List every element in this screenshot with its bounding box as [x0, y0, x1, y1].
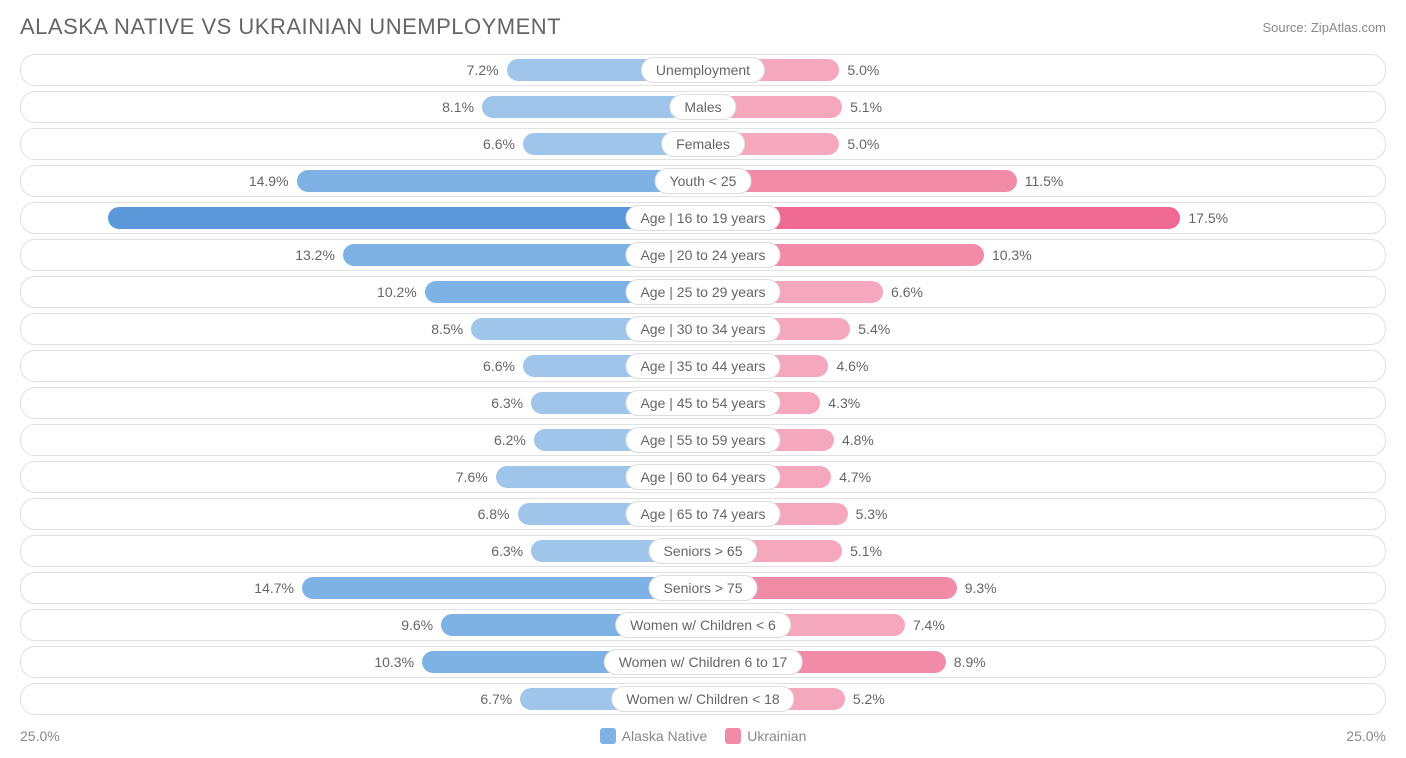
- chart-header: ALASKA NATIVE VS UKRAINIAN UNEMPLOYMENT …: [0, 0, 1406, 48]
- category-label: Age | 20 to 24 years: [625, 242, 780, 268]
- category-label: Age | 35 to 44 years: [625, 353, 780, 379]
- value-label-left: 7.2%: [467, 55, 499, 85]
- category-label: Seniors > 65: [649, 538, 758, 564]
- value-label-left: 6.3%: [491, 388, 523, 418]
- chart-area: 7.2% 5.0% Unemployment 8.1% 5.1% Males 6.6% 5.0…: [0, 48, 1406, 724]
- value-label-right: 5.1%: [850, 92, 882, 122]
- value-label-left: 6.6%: [483, 351, 515, 381]
- value-label-right: 4.6%: [836, 351, 868, 381]
- value-label-right: 6.6%: [891, 277, 923, 307]
- legend-label-left: Alaska Native: [622, 728, 708, 744]
- chart-row: 6.6% 4.6% Age | 35 to 44 years: [20, 350, 1386, 382]
- chart-row: 6.6% 5.0% Females: [20, 128, 1386, 160]
- value-label-right: 4.7%: [839, 462, 871, 492]
- legend-item-right: Ukrainian: [725, 728, 806, 744]
- value-label-left: 6.3%: [491, 536, 523, 566]
- value-label-right: 5.4%: [858, 314, 890, 344]
- value-label-left: 14.9%: [249, 166, 289, 196]
- value-label-left: 9.6%: [401, 610, 433, 640]
- chart-row: 10.2% 6.6% Age | 25 to 29 years: [20, 276, 1386, 308]
- chart-footer: 25.0% Alaska Native Ukrainian 25.0%: [0, 724, 1406, 758]
- chart-row: 6.8% 5.3% Age | 65 to 74 years: [20, 498, 1386, 530]
- value-label-left: 6.2%: [494, 425, 526, 455]
- value-label-right: 5.0%: [847, 55, 879, 85]
- value-label-left: 8.5%: [431, 314, 463, 344]
- chart-row: 9.6% 7.4% Women w/ Children < 6: [20, 609, 1386, 641]
- value-label-right: 4.3%: [828, 388, 860, 418]
- value-label-left: 13.2%: [295, 240, 335, 270]
- category-label: Age | 16 to 19 years: [625, 205, 780, 231]
- bar-left: [302, 577, 703, 599]
- value-label-right: 17.5%: [1188, 203, 1228, 233]
- chart-title: ALASKA NATIVE VS UKRAINIAN UNEMPLOYMENT: [20, 14, 561, 40]
- category-label: Women w/ Children < 6: [615, 612, 791, 638]
- value-label-left: 10.2%: [377, 277, 417, 307]
- legend: Alaska Native Ukrainian: [600, 728, 807, 744]
- chart-row: 14.9% 11.5% Youth < 25: [20, 165, 1386, 197]
- chart-row: 10.3% 8.9% Women w/ Children 6 to 17: [20, 646, 1386, 678]
- chart-row: 7.6% 4.7% Age | 60 to 64 years: [20, 461, 1386, 493]
- chart-source: Source: ZipAtlas.com: [1262, 20, 1386, 35]
- value-label-right: 4.8%: [842, 425, 874, 455]
- category-label: Age | 65 to 74 years: [625, 501, 780, 527]
- category-label: Age | 45 to 54 years: [625, 390, 780, 416]
- value-label-left: 8.1%: [442, 92, 474, 122]
- value-label-right: 8.9%: [954, 647, 986, 677]
- chart-row: 6.3% 4.3% Age | 45 to 54 years: [20, 387, 1386, 419]
- value-label-right: 11.5%: [1025, 166, 1064, 196]
- chart-row: 8.1% 5.1% Males: [20, 91, 1386, 123]
- category-label: Women w/ Children 6 to 17: [604, 649, 803, 675]
- chart-row: 8.5% 5.4% Age | 30 to 34 years: [20, 313, 1386, 345]
- value-label-left: 6.8%: [478, 499, 510, 529]
- chart-row: 6.7% 5.2% Women w/ Children < 18: [20, 683, 1386, 715]
- value-label-left: 10.3%: [374, 647, 414, 677]
- value-label-right: 5.1%: [850, 536, 882, 566]
- category-label: Males: [669, 94, 736, 120]
- chart-row: 6.2% 4.8% Age | 55 to 59 years: [20, 424, 1386, 456]
- value-label-left: 14.7%: [254, 573, 294, 603]
- category-label: Unemployment: [641, 57, 765, 83]
- legend-item-left: Alaska Native: [600, 728, 708, 744]
- category-label: Youth < 25: [655, 168, 752, 194]
- legend-swatch-left: [600, 728, 616, 744]
- category-label: Age | 55 to 59 years: [625, 427, 780, 453]
- value-label-right: 9.3%: [965, 573, 997, 603]
- legend-swatch-right: [725, 728, 741, 744]
- value-label-right: 5.3%: [856, 499, 888, 529]
- category-label: Females: [661, 131, 745, 157]
- chart-row: 6.3% 5.1% Seniors > 65: [20, 535, 1386, 567]
- value-label-left: 6.6%: [483, 129, 515, 159]
- axis-max-left: 25.0%: [20, 728, 60, 744]
- chart-row: 21.8%17.5%Age | 16 to 19 years: [20, 202, 1386, 234]
- category-label: Age | 30 to 34 years: [625, 316, 780, 342]
- axis-max-right: 25.0%: [1346, 728, 1386, 744]
- bar-left: [108, 207, 703, 229]
- bar-left: [297, 170, 703, 192]
- category-label: Seniors > 75: [649, 575, 758, 601]
- value-label-right: 7.4%: [913, 610, 945, 640]
- value-label-right: 5.0%: [847, 129, 879, 159]
- chart-row: 7.2% 5.0% Unemployment: [20, 54, 1386, 86]
- chart-row: 14.7% 9.3% Seniors > 75: [20, 572, 1386, 604]
- category-label: Age | 60 to 64 years: [625, 464, 780, 490]
- category-label: Age | 25 to 29 years: [625, 279, 780, 305]
- value-label-left: 6.7%: [480, 684, 512, 714]
- value-label-right: 10.3%: [992, 240, 1032, 270]
- chart-row: 13.2% 10.3% Age | 20 to 24 years: [20, 239, 1386, 271]
- value-label-left: 7.6%: [456, 462, 488, 492]
- legend-label-right: Ukrainian: [747, 728, 806, 744]
- value-label-right: 5.2%: [853, 684, 885, 714]
- category-label: Women w/ Children < 18: [611, 686, 794, 712]
